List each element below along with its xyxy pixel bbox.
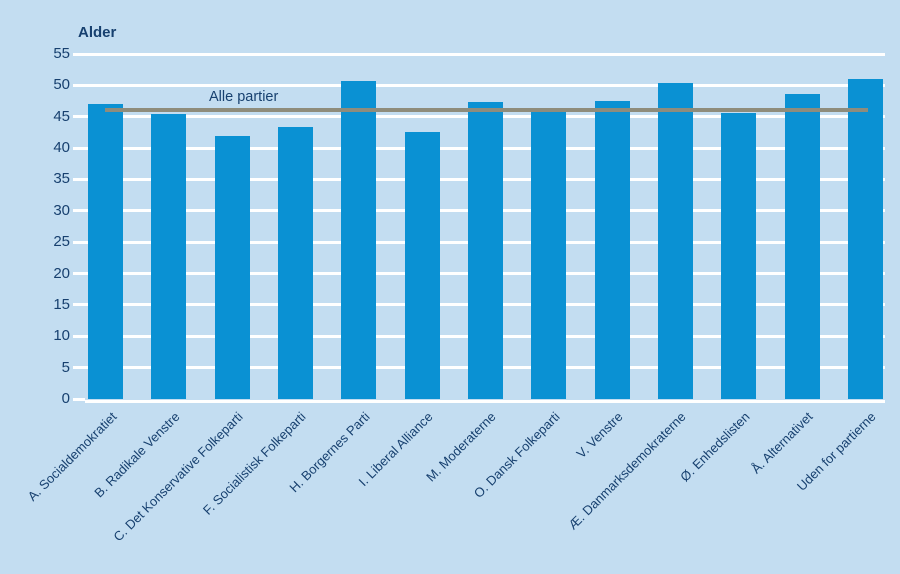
x-axis-line bbox=[85, 399, 885, 403]
y-tick-25 bbox=[73, 240, 85, 244]
y-tick-label-20: 20 bbox=[53, 264, 70, 282]
y-tick-35 bbox=[73, 177, 85, 181]
y-tick-0 bbox=[73, 397, 85, 401]
bar bbox=[467, 102, 503, 399]
y-tick-55 bbox=[73, 52, 85, 56]
y-tick-label-10: 10 bbox=[53, 327, 70, 345]
bar bbox=[277, 127, 313, 399]
y-tick-label-35: 35 bbox=[53, 170, 70, 188]
bar bbox=[88, 103, 123, 399]
x-axis-label: V. Venstre bbox=[573, 409, 626, 462]
y-tick-label-50: 50 bbox=[53, 76, 70, 94]
bar bbox=[531, 107, 567, 399]
x-axis-label: Æ. Danmarksdemokraterne bbox=[565, 409, 690, 533]
plot-area bbox=[85, 52, 885, 404]
y-tick-50 bbox=[73, 83, 85, 87]
y-tick-5 bbox=[73, 366, 85, 370]
gridline-55 bbox=[85, 52, 885, 56]
y-tick-label-0: 0 bbox=[61, 390, 70, 407]
y-tick-40 bbox=[73, 146, 85, 150]
y-tick-45 bbox=[73, 115, 85, 119]
y-tick-label-25: 25 bbox=[53, 233, 70, 251]
bar bbox=[151, 113, 187, 399]
bar bbox=[594, 101, 630, 399]
reference-line bbox=[105, 108, 868, 113]
x-axis-label: Ø. Enhedslisten bbox=[676, 409, 753, 485]
reference-line-label: Alle partier bbox=[209, 89, 279, 105]
y-tick-30 bbox=[73, 209, 85, 213]
y-tick-label-5: 5 bbox=[61, 358, 70, 376]
bar bbox=[657, 82, 693, 399]
bar bbox=[214, 136, 250, 399]
gridline-50 bbox=[85, 83, 885, 87]
bar bbox=[341, 80, 377, 399]
y-tick-label-15: 15 bbox=[53, 295, 70, 313]
chart-title: Alder bbox=[78, 24, 117, 41]
y-tick-10 bbox=[73, 334, 85, 338]
bar bbox=[721, 112, 757, 399]
x-axis-label: F. Socialistisk Folkeparti bbox=[200, 409, 310, 518]
bar bbox=[784, 94, 820, 399]
x-axis-label: C. Det Konservative Folkeparti bbox=[110, 409, 246, 545]
x-axis-label: Å. Alternativet bbox=[748, 409, 816, 477]
bar bbox=[404, 132, 440, 399]
y-tick-label-40: 40 bbox=[53, 139, 70, 157]
y-tick-20 bbox=[73, 272, 85, 276]
y-tick-label-45: 45 bbox=[53, 107, 70, 125]
bar bbox=[847, 79, 883, 399]
y-tick-15 bbox=[73, 303, 85, 307]
y-tick-label-30: 30 bbox=[53, 201, 70, 219]
y-tick-label-55: 55 bbox=[53, 45, 70, 62]
